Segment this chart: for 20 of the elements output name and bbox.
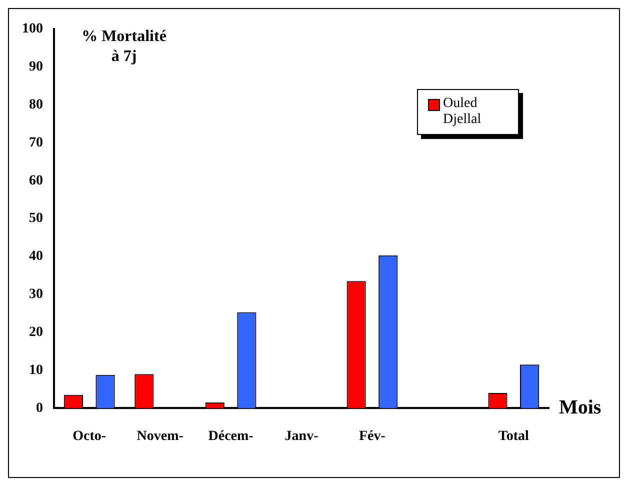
x-tick-label: Octo- [72, 429, 106, 444]
x-tick-label: Janv- [284, 429, 319, 444]
y-tick-label: 50 [29, 211, 43, 226]
y-tick-label: 80 [29, 97, 43, 112]
y-tick-label: 100 [22, 22, 43, 37]
y-tick-label: 0 [36, 400, 43, 416]
x-tick-label: Décem- [208, 429, 254, 444]
y-tick-label: 30 [29, 287, 43, 302]
y-tick-label: 10 [29, 362, 43, 378]
x-axis-title: Mois [559, 396, 602, 418]
y-tick-label: 20 [29, 324, 43, 340]
y-tick-label: 40 [29, 249, 43, 264]
x-tick-label: Fév- [358, 429, 386, 444]
legend-label: Ouled Djellal [443, 96, 482, 128]
x-tick-label: Novem- [136, 429, 184, 444]
y-axis-title: % Mortalité à 7j [82, 28, 166, 66]
y-tick-label: 70 [29, 135, 43, 150]
x-tick-label: Total [498, 429, 530, 444]
y-tick-label: 90 [29, 60, 43, 75]
y-tick-label: 60 [29, 173, 43, 188]
